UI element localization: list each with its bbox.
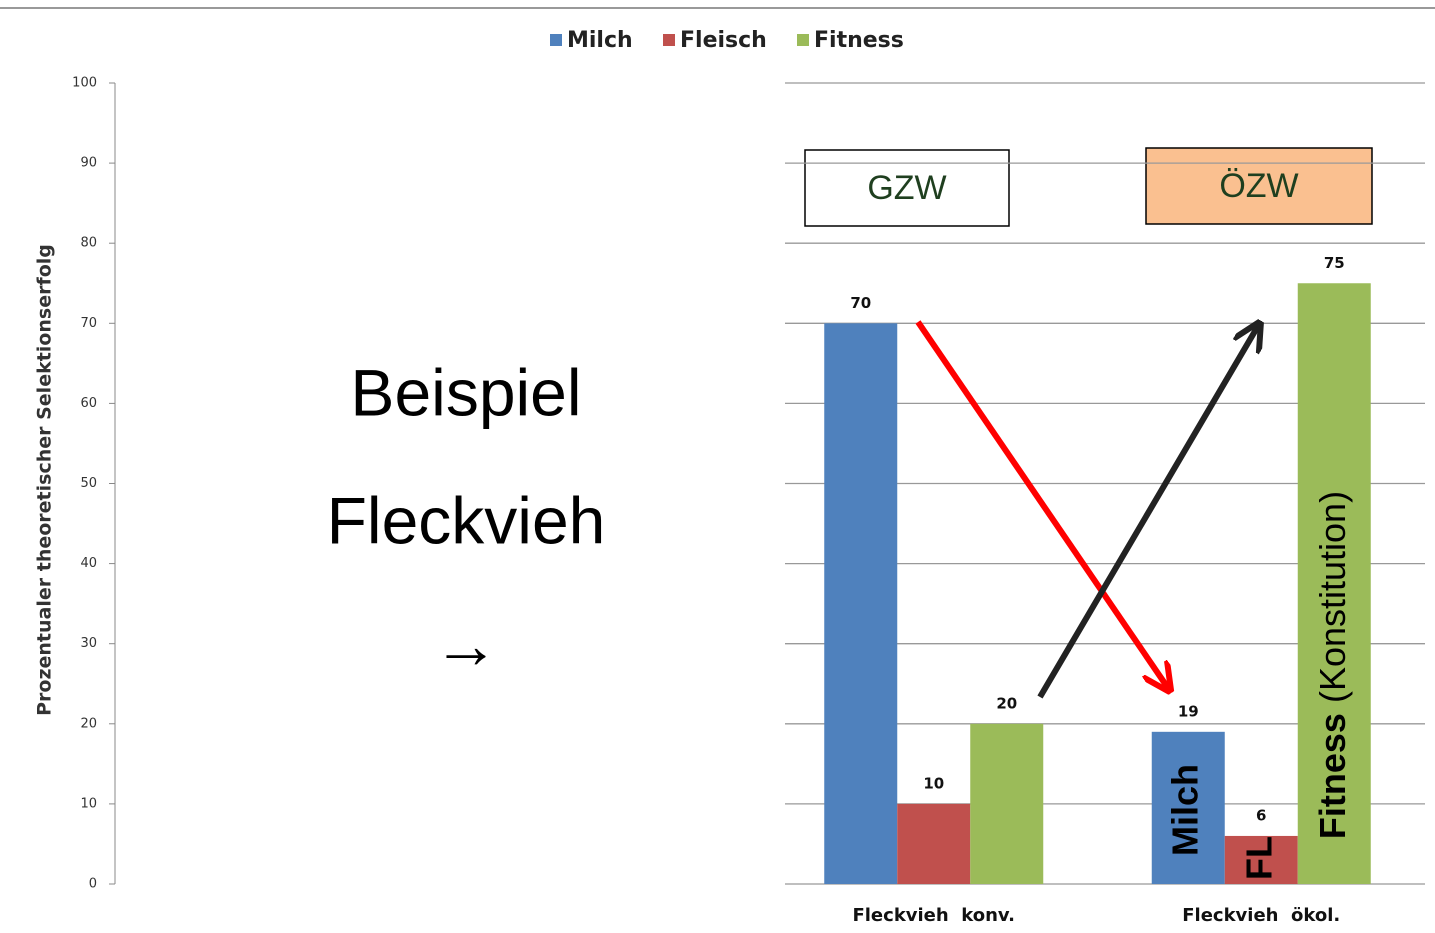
bar (970, 723, 1044, 884)
legend-label: Fleisch (680, 28, 767, 53)
y-tick-label: 80 (80, 236, 97, 251)
data-label: 75 (1324, 254, 1345, 272)
bar-annotation: Milch (1165, 764, 1206, 856)
y-tick-label: 30 (80, 636, 97, 651)
legend-swatch (797, 34, 809, 46)
x-tick-label: Fleckvieh ökol. (1182, 905, 1340, 926)
arrow (915, 320, 1168, 688)
annotation: ÖZW (1219, 167, 1298, 205)
y-tick-label: 70 (80, 316, 97, 331)
y-tick-label: 40 (80, 556, 97, 571)
y-tick-label: 60 (80, 396, 97, 411)
data-label: 70 (850, 294, 871, 312)
bar (1224, 835, 1298, 884)
y-tick-label: 0 (89, 877, 97, 892)
data-label: 10 (923, 774, 944, 792)
annotation: → (433, 607, 499, 681)
data-label: 6 (1256, 806, 1266, 824)
bar-annotation: Fitness (Konstitution) (1312, 491, 1353, 839)
bar (824, 323, 898, 884)
y-tick-label: 50 (80, 476, 97, 491)
x-tick-label: Fleckvieh konv. (852, 905, 1015, 926)
legend-swatch (550, 34, 562, 46)
data-label: 19 (1178, 702, 1199, 720)
legend-swatch (663, 34, 675, 46)
annotation: GZW (867, 169, 946, 207)
annotation: Beispiel (350, 355, 581, 429)
legend-label: Milch (567, 28, 633, 53)
bar (1151, 731, 1225, 884)
y-tick-label: 100 (72, 76, 97, 91)
bar (1297, 283, 1371, 884)
bar-annotation-note: (Konstitution) (1312, 491, 1353, 703)
bar (897, 803, 971, 884)
annotation: Fleckvieh (327, 483, 606, 557)
y-axis-label: Prozentualer theoretischer Selektionserf… (34, 244, 56, 716)
y-tick-label: 20 (80, 716, 97, 731)
data-label: 20 (996, 694, 1017, 712)
y-tick-label: 90 (80, 156, 97, 171)
y-tick-label: 10 (80, 796, 97, 811)
arrow (1037, 326, 1258, 699)
legend-label: Fitness (814, 28, 904, 53)
box (1145, 147, 1373, 225)
bar-annotation-bold: Fitness (1312, 713, 1353, 839)
bar-annotation: FL (1239, 836, 1280, 880)
